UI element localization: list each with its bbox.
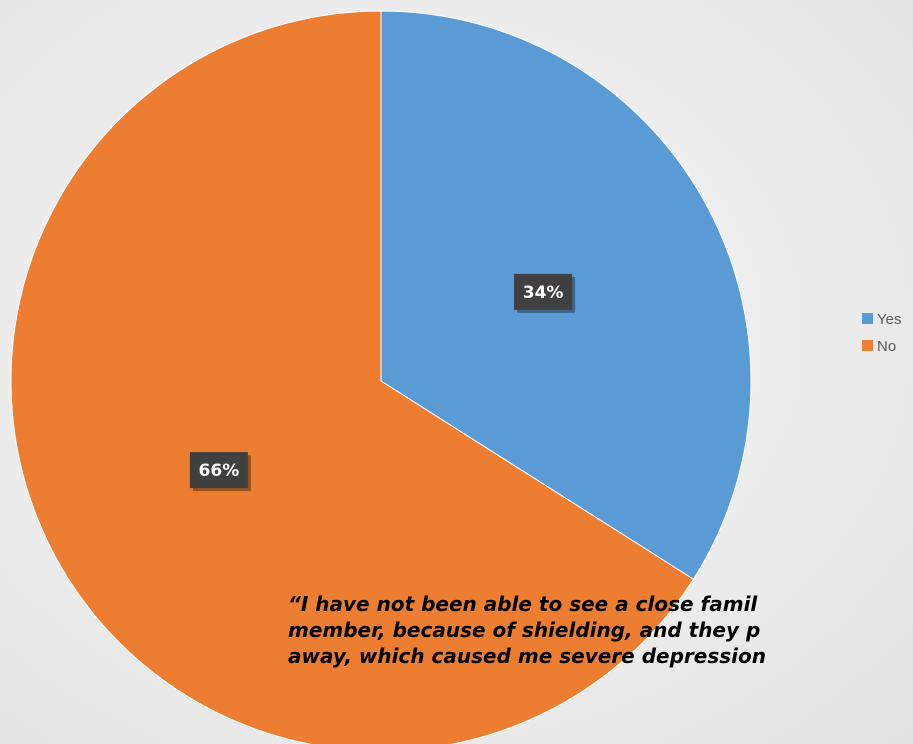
quote-text: “I have not been able to see a close fam… (288, 592, 766, 668)
legend: Yes No (862, 311, 901, 355)
data-label-text-yes: 34% (523, 283, 564, 303)
legend-item-no: No (862, 338, 896, 355)
legend-label-no: No (877, 338, 896, 355)
data-label-yes: 34% (514, 273, 576, 313)
legend-item-yes: Yes (862, 311, 901, 328)
data-label-text-no: 66% (199, 461, 240, 481)
data-label-no: 66% (189, 452, 251, 492)
legend-label-yes: Yes (877, 311, 901, 328)
legend-swatch-yes (862, 313, 873, 324)
pie-slice-no (10, 10, 695, 744)
legend-swatch-no (862, 340, 873, 351)
pie-data-labels: 34% 66% (189, 273, 576, 492)
